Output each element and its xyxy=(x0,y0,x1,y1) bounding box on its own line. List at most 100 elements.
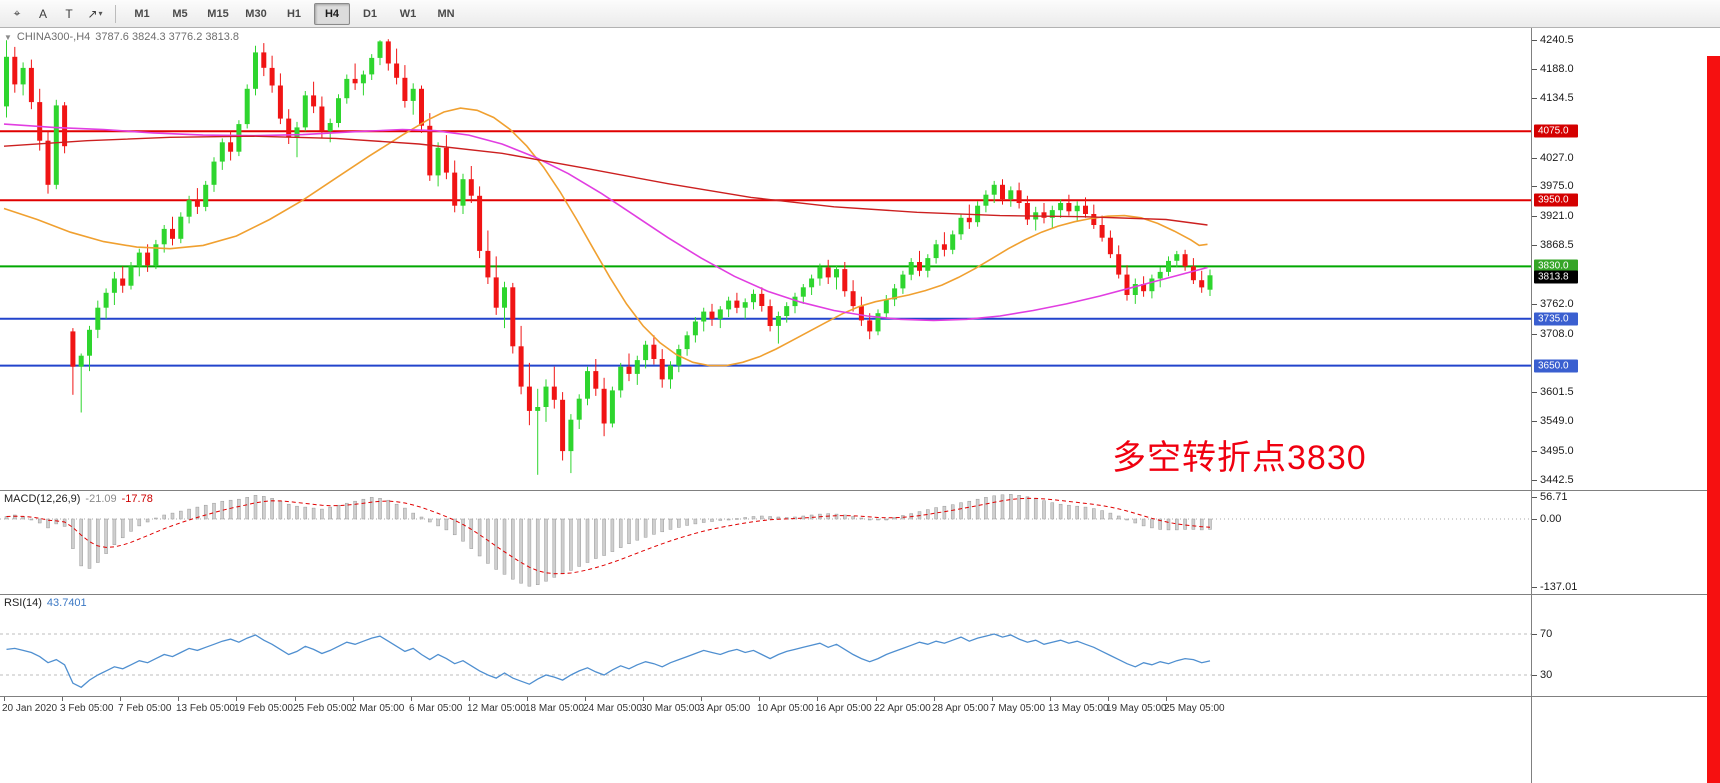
macd-bar xyxy=(967,500,972,520)
time-label: 3 Apr 05:00 xyxy=(699,703,751,714)
candlestick-chart[interactable] xyxy=(0,28,1531,490)
timeframe-h1-button[interactable]: H1 xyxy=(286,7,302,20)
macd-bar xyxy=(71,518,75,549)
candle xyxy=(867,313,873,340)
candle xyxy=(360,70,366,96)
symbol-period-label: CHINA300-,H4 xyxy=(16,31,91,43)
macd-bar xyxy=(46,518,50,529)
candle xyxy=(775,311,781,344)
candle xyxy=(427,113,433,181)
candle xyxy=(286,109,292,144)
timeframe-m15-button[interactable]: M15 xyxy=(207,7,229,20)
scale-tick xyxy=(1532,392,1537,393)
rsi-panel[interactable]: RSI(14) 43.7401 xyxy=(0,595,1531,697)
timeframe-m1-button[interactable]: M1 xyxy=(134,7,150,20)
price-label: 4240.5 xyxy=(1540,34,1574,46)
timeframe-d1-button[interactable]: D1 xyxy=(362,7,378,20)
arrow-tool-button[interactable]: ↗ ▾ xyxy=(82,2,108,26)
timeframe-w1-button[interactable]: W1 xyxy=(399,7,417,20)
price-axis-column[interactable]: 4240.5 4188.0 4134.5 4027.0 3975.0 3921.0 3868… xyxy=(1532,28,1720,783)
timeframe-h4-button[interactable]: H4 xyxy=(314,2,350,25)
macd-panel[interactable]: MACD(12,26,9) -21.09 -17.78 xyxy=(0,491,1531,595)
macd-bar xyxy=(37,518,42,524)
crosshair-tool-button[interactable]: ⌖ xyxy=(4,2,30,26)
candle xyxy=(319,96,325,139)
candle xyxy=(452,160,458,213)
macd-bar xyxy=(245,497,249,520)
macd-bar xyxy=(120,518,125,539)
ohlc-values: 3787.6 3824.3 3776.2 3813.8 xyxy=(95,31,240,43)
price-chart-panel[interactable]: ▼ CHINA300-,H4 3787.6 3824.3 3776.2 3813… xyxy=(0,28,1531,491)
toolbar: ⌖ A T ↗ ▾ M1 M5 M15 M30 H1 H4 D1 W1 MN xyxy=(0,0,1720,28)
macd-bar xyxy=(203,504,208,520)
macd-bar xyxy=(87,518,92,569)
candle xyxy=(4,40,9,118)
price-label: 3442.5 xyxy=(1540,474,1574,486)
macd-signal-value: -17.78 xyxy=(121,493,153,505)
vertical-scrollbar[interactable] xyxy=(1707,56,1720,783)
macd-bar xyxy=(610,518,615,552)
macd-bar xyxy=(627,518,631,544)
macd-scale[interactable]: 56.71 0.00 -137.01 xyxy=(1532,491,1720,595)
macd-bar xyxy=(793,516,797,520)
candle xyxy=(726,296,732,318)
rsi-scale[interactable]: 70 30 xyxy=(1532,595,1720,697)
timeframe-mn-button[interactable]: MN xyxy=(437,7,455,20)
candle xyxy=(170,216,175,246)
macd-bar xyxy=(237,498,241,520)
macd-bar xyxy=(834,513,839,520)
time-label: 18 Mar 05:00 xyxy=(525,703,584,714)
time-tick xyxy=(236,697,237,701)
time-label: 7 Feb 05:00 xyxy=(118,703,172,714)
timeframe-m30-button[interactable]: M30 xyxy=(245,7,267,20)
candle xyxy=(925,254,931,278)
scale-tick xyxy=(1532,304,1537,305)
macd-bar xyxy=(212,502,216,520)
candle xyxy=(543,379,549,422)
time-tick xyxy=(934,697,935,701)
macd-bar xyxy=(179,510,183,520)
macd-bar xyxy=(154,517,158,520)
macd-bar xyxy=(1108,512,1113,520)
candle xyxy=(120,266,126,293)
timeframe-m5-button[interactable]: M5 xyxy=(172,7,188,20)
macd-bar xyxy=(677,518,681,528)
rsi-value: 43.7401 xyxy=(46,597,87,609)
macd-bar xyxy=(486,518,490,564)
candle xyxy=(410,83,416,115)
current-price-badge: 3813.8 xyxy=(1534,270,1578,284)
rsi-chart[interactable] xyxy=(0,595,1531,696)
macd-bar xyxy=(286,503,291,520)
time-label: 12 Mar 05:00 xyxy=(467,703,526,714)
time-label: 20 Jan 2020 xyxy=(2,703,58,714)
macd-bar xyxy=(1125,518,1129,521)
macd-bar xyxy=(735,518,739,520)
macd-chart[interactable] xyxy=(0,491,1531,594)
macd-bar xyxy=(560,518,565,574)
time-tick xyxy=(527,697,528,701)
scale-tick xyxy=(1532,421,1537,422)
price-label: 3495.0 xyxy=(1540,445,1574,457)
rsi-scale-label: 70 xyxy=(1540,628,1553,640)
price-label: 3921.0 xyxy=(1540,210,1574,222)
macd-bar xyxy=(303,506,308,520)
candle xyxy=(493,256,499,315)
candle xyxy=(900,270,906,294)
label-tool-button[interactable]: T xyxy=(56,2,82,26)
text-tool-button[interactable]: A xyxy=(30,2,56,26)
macd-bar xyxy=(187,508,191,520)
macd-bar xyxy=(1050,502,1055,520)
candle xyxy=(236,120,242,157)
time-tick xyxy=(295,697,296,701)
ma-red xyxy=(3,135,1208,226)
price-scale[interactable]: 4240.5 4188.0 4134.5 4027.0 3975.0 3921.0 3868… xyxy=(1532,28,1720,491)
time-tick xyxy=(411,697,412,701)
time-axis[interactable]: 20 Jan 2020 3 Feb 05:00 7 Feb 05:00 13 Feb … xyxy=(0,697,1531,719)
macd-bar xyxy=(843,514,847,520)
macd-bar xyxy=(1075,505,1079,520)
price-label: 4134.5 xyxy=(1540,92,1574,104)
macd-bar xyxy=(751,516,756,520)
candle xyxy=(585,366,590,406)
candle xyxy=(751,289,756,310)
collapse-icon[interactable]: ▼ xyxy=(4,32,12,42)
